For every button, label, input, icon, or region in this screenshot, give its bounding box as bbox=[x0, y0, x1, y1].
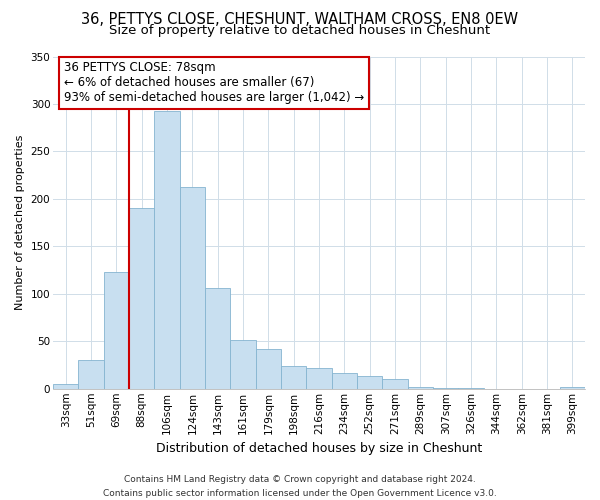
Bar bbox=[433, 388, 458, 389]
Bar bbox=[307, 368, 332, 389]
Bar bbox=[180, 186, 205, 389]
Bar bbox=[458, 388, 484, 389]
Bar bbox=[382, 380, 407, 389]
Bar bbox=[53, 384, 79, 389]
Bar bbox=[129, 208, 154, 389]
Bar bbox=[205, 288, 230, 389]
Bar bbox=[357, 376, 382, 389]
Y-axis label: Number of detached properties: Number of detached properties bbox=[15, 135, 25, 310]
Text: Contains HM Land Registry data © Crown copyright and database right 2024.
Contai: Contains HM Land Registry data © Crown c… bbox=[103, 476, 497, 498]
Text: Size of property relative to detached houses in Cheshunt: Size of property relative to detached ho… bbox=[109, 24, 491, 37]
Bar bbox=[407, 387, 433, 389]
Text: 36, PETTYS CLOSE, CHESHUNT, WALTHAM CROSS, EN8 0EW: 36, PETTYS CLOSE, CHESHUNT, WALTHAM CROS… bbox=[82, 12, 518, 28]
Bar bbox=[560, 387, 585, 389]
Text: 36 PETTYS CLOSE: 78sqm
← 6% of detached houses are smaller (67)
93% of semi-deta: 36 PETTYS CLOSE: 78sqm ← 6% of detached … bbox=[64, 62, 364, 104]
Bar bbox=[104, 272, 129, 389]
Bar bbox=[154, 110, 180, 389]
Bar bbox=[230, 340, 256, 389]
Bar bbox=[332, 372, 357, 389]
Bar bbox=[256, 349, 281, 389]
Bar bbox=[79, 360, 104, 389]
Bar bbox=[281, 366, 307, 389]
X-axis label: Distribution of detached houses by size in Cheshunt: Distribution of detached houses by size … bbox=[156, 442, 482, 455]
